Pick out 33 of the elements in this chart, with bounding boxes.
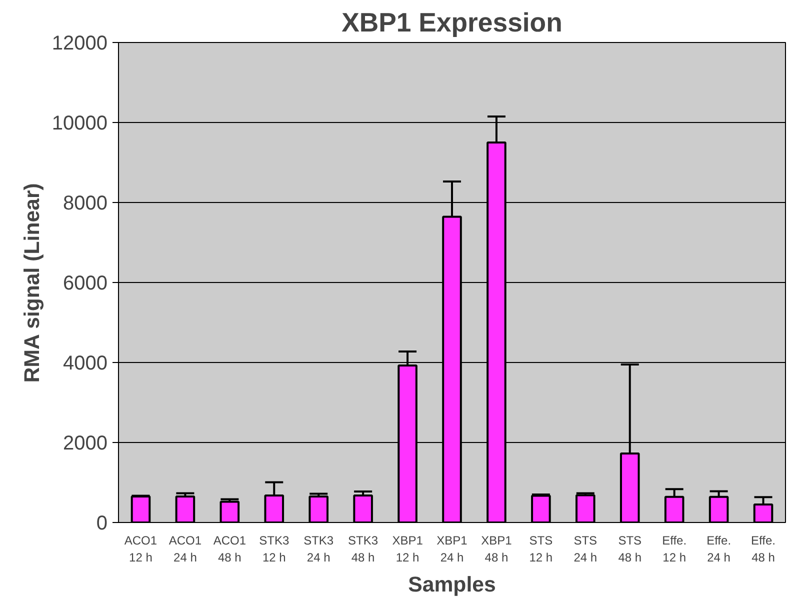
bar [531,494,551,522]
y-tick-label: 12000 [52,32,108,54]
y-tick-label: 0 [96,512,108,534]
x-tick-label: Effe. 24 h [706,534,732,564]
bar [708,496,729,522]
chart-title: XBP1 Expression [342,8,562,38]
y-tick-label: 4000 [63,352,108,374]
bar [220,500,240,522]
x-tick-label: STK3 24 h [304,534,334,564]
bar [175,496,196,522]
x-tick-label: XBP1 12 h [392,534,424,564]
x-tick-label: STS 24 h [574,534,598,564]
x-tick-label: STK3 12 h [259,534,290,564]
x-tick-label: STS 12 h [529,534,553,564]
x-tick-label: XBP1 48 h [481,534,512,564]
x-tick-label: STK3 48 h [348,534,378,564]
y-tick-label: 6000 [63,272,108,294]
y-axis-title: RMA signal (Linear) [20,183,44,383]
x-tick-label: Effe. 12 h [662,534,687,564]
y-tick-label: 2000 [63,432,108,454]
bar [130,496,151,522]
bar [576,494,596,522]
y-tick-label: 10000 [52,112,108,134]
y-tick-label: 8000 [63,192,108,214]
bar [308,496,328,522]
x-tick-label: ACO1 12 h [124,534,158,564]
x-axis-title: Samples [408,572,496,596]
x-tick-label: XBP1 24 h [436,534,468,564]
x-tick-label: Effe. 48 h [751,534,776,564]
bar [353,494,373,522]
x-tick-label: ACO1 48 h [213,534,246,564]
x-tick-label: STS 48 h [618,534,642,564]
x-tick-label: ACO1 24 h [168,534,202,564]
